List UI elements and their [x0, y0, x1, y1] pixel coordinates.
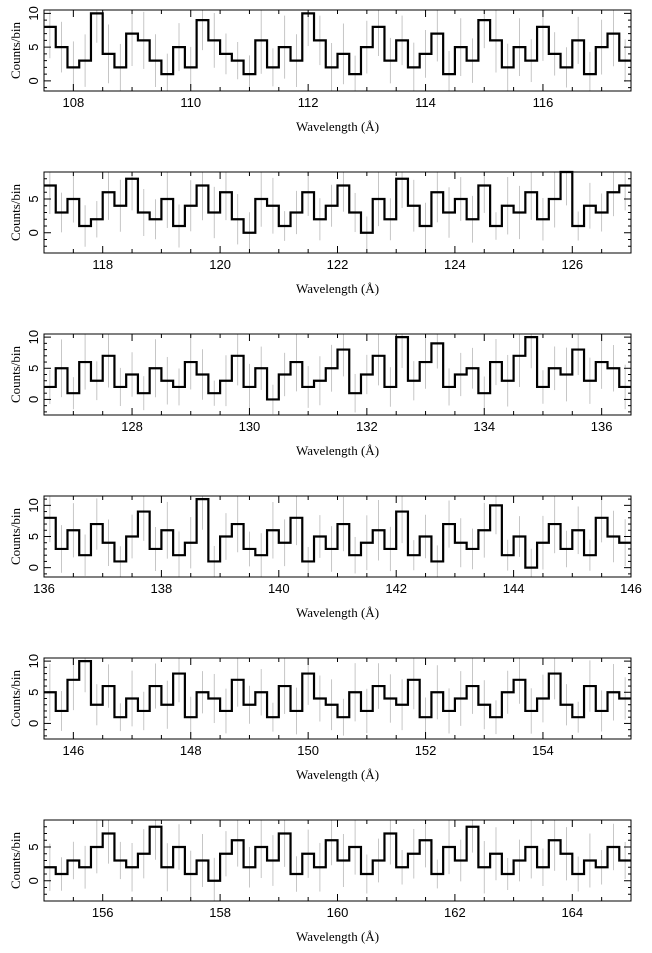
x-tick-label: 126: [561, 257, 583, 272]
x-tick-label: 110: [180, 95, 201, 110]
x-tick-label: 116: [533, 95, 554, 110]
x-tick-label: 136: [33, 581, 55, 596]
error-bars: [49, 172, 626, 253]
x-tick-label: 158: [209, 905, 231, 920]
y-tick-label: 5: [26, 195, 41, 202]
x-tick-label: 152: [415, 743, 437, 758]
x-tick-label: 156: [92, 905, 114, 920]
y-axis-label: Counts/bin: [8, 831, 23, 889]
x-axis-label: Wavelength (Å): [296, 119, 379, 134]
x-axis-label: Wavelength (Å): [296, 281, 379, 296]
y-tick-label: 0: [26, 396, 41, 403]
y-axis-label: Counts/bin: [8, 183, 23, 241]
y-tick-label: 5: [26, 689, 41, 696]
x-tick-label: 132: [356, 419, 378, 434]
x-tick-label: 146: [620, 581, 642, 596]
panel-5: 146 148 150 152 154 0 5 10 Wavelength (Å) Counts/…: [8, 654, 632, 782]
y-tick-label: 10: [26, 654, 41, 668]
y-tick-label: 5: [26, 533, 41, 540]
x-tick-label: 122: [327, 257, 349, 272]
x-tick-label: 136: [591, 419, 613, 434]
y-tick-label: 5: [26, 843, 41, 850]
x-axis-label: Wavelength (Å): [296, 443, 379, 458]
x-tick-label: 150: [297, 743, 319, 758]
x-tick-label: 124: [444, 257, 466, 272]
x-tick-label: 130: [239, 419, 261, 434]
x-tick-label: 120: [209, 257, 231, 272]
x-tick-label: 108: [62, 95, 84, 110]
x-tick-label: 162: [444, 905, 466, 920]
y-tick-label: 0: [26, 77, 41, 84]
x-tick-label: 138: [151, 581, 173, 596]
y-tick-label: 10: [26, 498, 41, 512]
panel-6: 156 158 160 162 164 0 5 Wavelength (Å) Counts/bi…: [8, 819, 632, 944]
data-series-line: [44, 825, 631, 882]
y-tick-label: 10: [26, 6, 41, 20]
x-tick-label: 118: [92, 257, 113, 272]
x-tick-label: 146: [62, 743, 84, 758]
x-tick-label: 160: [327, 905, 349, 920]
x-axis-label: Wavelength (Å): [296, 605, 379, 620]
x-tick-label: 142: [385, 581, 407, 596]
y-tick-label: 0: [26, 720, 41, 727]
panel-1: 108 110 112 114 116 0 5 10 Wavelength (Å) Counts/…: [8, 6, 632, 134]
y-tick-label: 5: [26, 44, 41, 51]
y-axis-label: Counts/bin: [8, 345, 23, 403]
panel-4: 136 138 140 142 144 146 0 5 10 Wavelength (Å) Coun…: [8, 495, 642, 620]
y-tick-label: 0: [26, 229, 41, 236]
error-bars: [49, 10, 626, 91]
data-series-line: [44, 660, 631, 719]
y-tick-label: 5: [26, 365, 41, 372]
x-tick-label: 128: [121, 419, 143, 434]
panel-3: 128 130 132 134 136 0 5 10 Wavelength (Å) Counts/…: [8, 330, 632, 458]
x-tick-label: 114: [415, 95, 436, 110]
y-tick-label: 10: [26, 330, 41, 344]
data-series-line: [44, 336, 631, 401]
y-axis-label: Counts/bin: [8, 21, 23, 79]
data-series-line: [44, 498, 631, 569]
x-tick-label: 148: [180, 743, 202, 758]
x-axis-label: Wavelength (Å): [296, 929, 379, 944]
x-tick-label: 164: [561, 905, 583, 920]
x-tick-label: 112: [298, 95, 319, 110]
data-series-line: [44, 170, 631, 234]
x-tick-label: 140: [268, 581, 290, 596]
y-axis-label: Counts/bin: [8, 669, 23, 727]
x-axis-label: Wavelength (Å): [296, 767, 379, 782]
panel-2: 118 120 122 124 126 0 5 Wavelength (Å) Counts/bi…: [8, 170, 632, 296]
x-tick-label: 134: [473, 419, 495, 434]
data-series-line: [44, 12, 631, 76]
y-tick-label: 0: [26, 877, 41, 884]
x-tick-label: 154: [532, 743, 554, 758]
x-tick-label: 144: [503, 581, 525, 596]
y-axis-label: Counts/bin: [8, 507, 23, 565]
y-tick-label: 0: [26, 564, 41, 571]
